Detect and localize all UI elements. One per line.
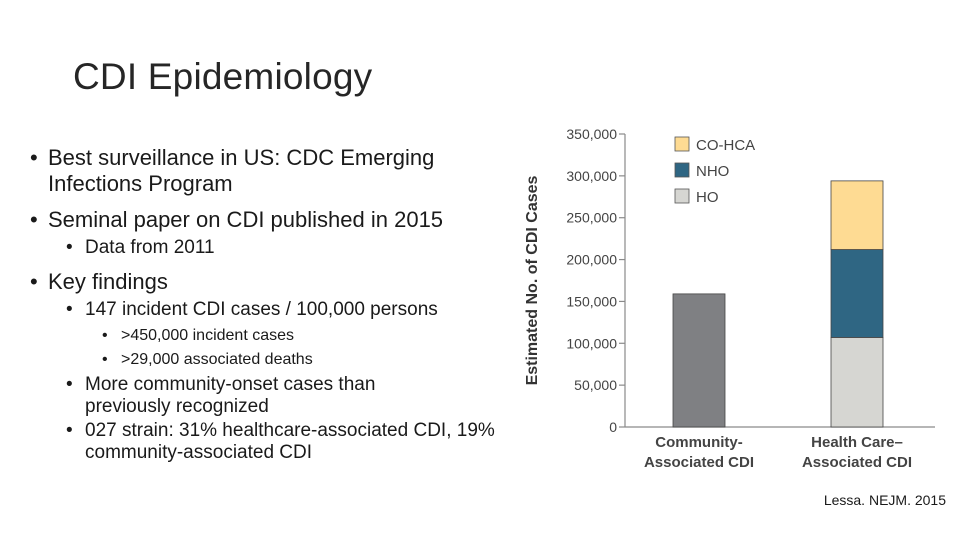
y-tick-label: 250,000 (566, 210, 617, 226)
legend-label-co-hca: CO-HCA (696, 137, 755, 154)
bullet-027-strain: 027 strain: 31% healthcare-associated CD… (30, 420, 545, 464)
bullet-data-year: Data from 2011 (30, 237, 500, 259)
bullet-deaths: >29,000 associated deaths (30, 349, 500, 370)
legend-label-nho: NHO (696, 163, 729, 180)
bar-segment-ho (830, 337, 884, 428)
y-tick-label: 0 (609, 419, 617, 435)
y-tick-label: 150,000 (566, 293, 617, 309)
legend-label-ho: HO (696, 189, 719, 206)
slide-title: CDI Epidemiology (73, 56, 373, 97)
bullet-incidence: 147 incident CDI cases / 100,000 persons (30, 299, 500, 321)
legend-swatch-co-hca (674, 136, 690, 152)
bar-segment-co-hca (830, 180, 884, 250)
legend-swatch-ho (674, 188, 690, 204)
bar-segment-nho (830, 249, 884, 338)
bullet-community-onset: More community-onset cases than previous… (30, 374, 465, 418)
y-tick-label: 300,000 (566, 168, 617, 184)
bullet-incident-cases: >450,000 incident cases (30, 325, 500, 346)
bullet-key-findings: Key findings (30, 269, 500, 295)
y-tick-label: 350,000 (566, 126, 617, 142)
x-category-label-line1: Health Care– (811, 434, 903, 451)
cdi-cases-chart: Estimated No. of CDI Cases 0 50,000 100,000… (524, 126, 935, 471)
bullet-seminal-paper: Seminal paper on CDI published in 2015 (30, 207, 500, 233)
x-category-label-line2: Associated CDI (802, 454, 912, 471)
y-axis-label: Estimated No. of CDI Cases (524, 175, 541, 385)
y-tick-label: 50,000 (574, 377, 617, 393)
source-citation: Lessa. NEJM. 2015 (823, 492, 946, 508)
y-tick-label: 100,000 (566, 335, 617, 351)
x-category-label-line2: Associated CDI (644, 454, 754, 471)
legend-swatch-nho (674, 162, 690, 178)
bar-community-associated (672, 293, 726, 428)
bullet-list: Best surveillance in US: CDC Emerging In… (30, 145, 500, 464)
bullet-surveillance: Best surveillance in US: CDC Emerging In… (30, 145, 500, 197)
x-category-label-line1: Community- (655, 434, 743, 451)
y-tick-label: 200,000 (566, 252, 617, 268)
